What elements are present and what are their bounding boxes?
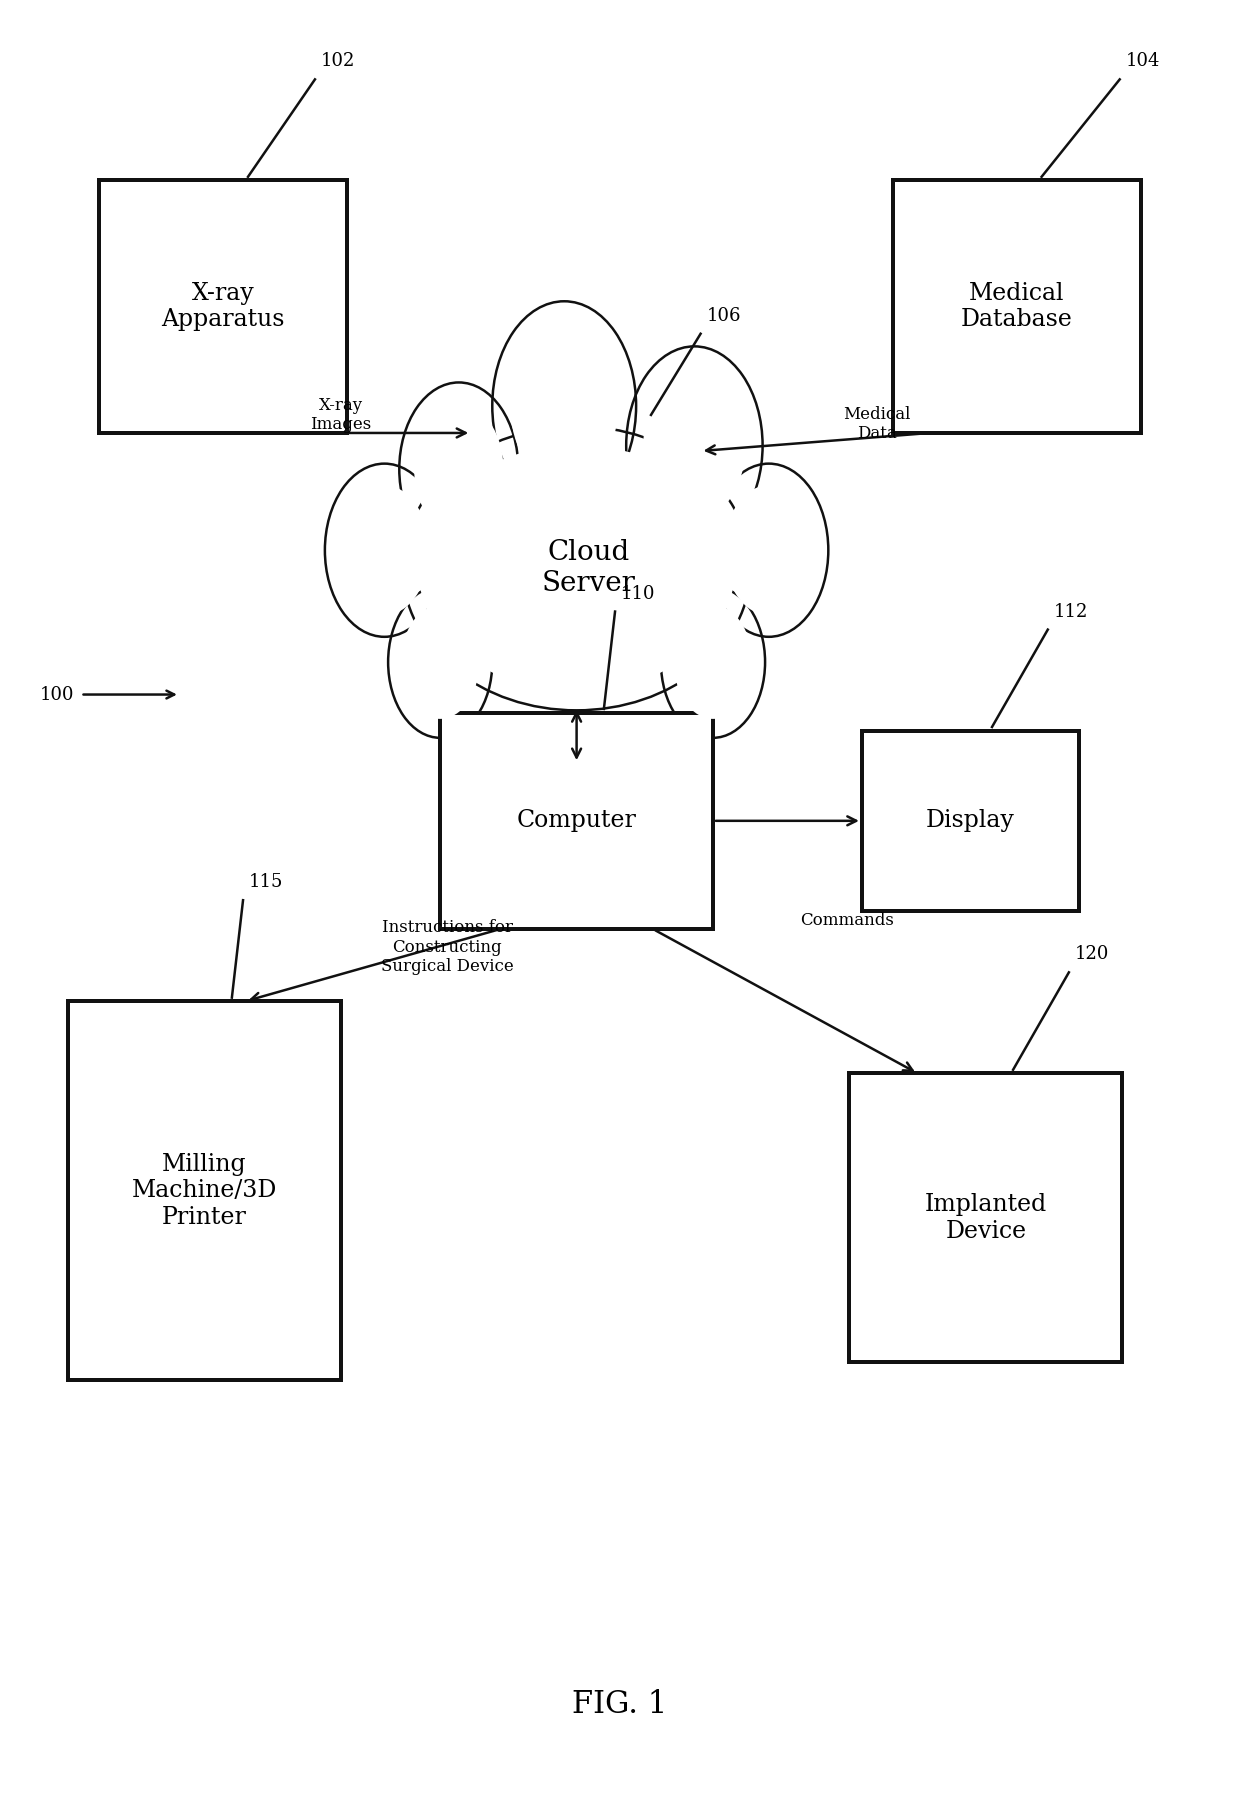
Ellipse shape [418,446,735,691]
Bar [99,180,347,433]
Text: 100: 100 [40,686,74,704]
Circle shape [644,372,745,520]
Bar [68,1001,341,1380]
Text: Instructions for
Constructing
Surgical Device: Instructions for Constructing Surgical D… [381,918,513,976]
Circle shape [399,382,518,556]
Circle shape [325,464,444,637]
Circle shape [724,485,813,615]
Text: Display: Display [926,810,1014,832]
Text: 106: 106 [707,307,742,325]
Circle shape [675,606,753,718]
Text: Milling
Machine/3D
Printer: Milling Machine/3D Printer [131,1153,278,1229]
Circle shape [388,586,492,738]
Text: Implanted
Device: Implanted Device [925,1192,1047,1243]
Circle shape [492,301,636,511]
Text: Cloud
Server: Cloud Server [542,539,636,597]
Circle shape [661,586,765,738]
Text: 102: 102 [321,52,356,70]
Text: X-ray
Apparatus: X-ray Apparatus [161,281,285,332]
Ellipse shape [403,426,750,711]
Text: 115: 115 [249,873,284,891]
Text: Computer: Computer [517,810,636,832]
Text: 120: 120 [1075,945,1110,963]
Text: Medical
Data: Medical Data [843,406,911,442]
Text: Commands: Commands [800,911,894,929]
Bar [849,1073,1122,1362]
Text: 110: 110 [621,584,656,603]
Circle shape [340,485,429,615]
Text: 104: 104 [1126,52,1161,70]
Circle shape [402,606,480,718]
Text: 112: 112 [1054,603,1089,621]
Circle shape [414,404,503,534]
Bar [440,713,713,929]
Circle shape [626,346,763,545]
Text: Medical
Database: Medical Database [961,281,1073,332]
Text: FIG. 1: FIG. 1 [573,1689,667,1721]
Circle shape [511,328,619,483]
Text: X-ray
Images: X-ray Images [310,397,372,433]
Bar [862,731,1079,911]
Circle shape [709,464,828,637]
Bar [893,180,1141,433]
